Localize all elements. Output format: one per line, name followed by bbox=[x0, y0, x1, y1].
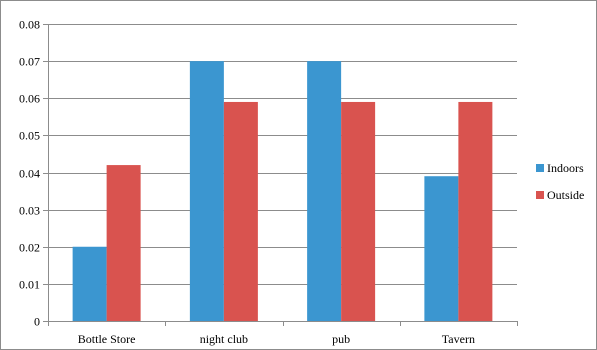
y-tick-label: 0 bbox=[34, 315, 40, 329]
bar-outside-1 bbox=[223, 101, 258, 322]
x-category-label: pub bbox=[332, 332, 350, 346]
legend-swatch-outside bbox=[536, 191, 544, 199]
x-category-label: Bottle Store bbox=[78, 332, 136, 346]
y-tick-label: 0.03 bbox=[19, 204, 40, 218]
bar-outside-3 bbox=[458, 101, 493, 322]
bar-indoors-2 bbox=[307, 61, 342, 321]
legend-swatch-indoors bbox=[536, 164, 544, 172]
bars bbox=[72, 61, 493, 322]
x-category-label: Tavern bbox=[442, 332, 475, 346]
bar-indoors-3 bbox=[424, 176, 459, 321]
y-tick-label: 0.06 bbox=[19, 92, 40, 106]
bar-outside-2 bbox=[341, 101, 376, 322]
x-axis: Bottle Store night club pub Tavern bbox=[48, 321, 518, 346]
bar-outside-0 bbox=[106, 165, 141, 321]
y-axis: 0 0.01 0.02 0.03 0.04 0.05 0.06 0.07 0.08 bbox=[19, 18, 49, 329]
y-tick-label: 0.01 bbox=[19, 278, 40, 292]
legend-label-indoors: Indoors bbox=[547, 161, 584, 175]
legend: Indoors Outside bbox=[536, 161, 584, 202]
x-category-label: night club bbox=[200, 332, 248, 346]
legend-label-outside: Outside bbox=[547, 188, 584, 202]
y-tick-label: 0.08 bbox=[19, 18, 40, 32]
y-tick-label: 0.05 bbox=[19, 129, 40, 143]
y-tick-label: 0.07 bbox=[19, 55, 40, 69]
bar-indoors-0 bbox=[72, 246, 107, 321]
bar-indoors-1 bbox=[189, 61, 224, 321]
y-tick-label: 0.02 bbox=[19, 241, 40, 255]
y-tick-label: 0.04 bbox=[19, 167, 40, 181]
